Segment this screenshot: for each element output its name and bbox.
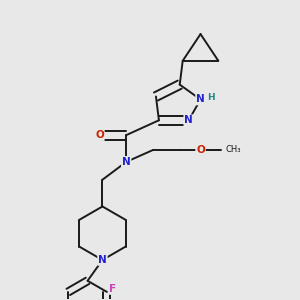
Text: H: H — [207, 94, 215, 103]
Text: N: N — [98, 255, 107, 265]
Text: CH₃: CH₃ — [226, 146, 241, 154]
Text: F: F — [109, 284, 116, 294]
Text: N: N — [184, 115, 193, 125]
Text: N: N — [122, 157, 130, 167]
Text: O: O — [196, 145, 205, 155]
Text: O: O — [95, 130, 104, 140]
Text: N: N — [196, 94, 205, 104]
